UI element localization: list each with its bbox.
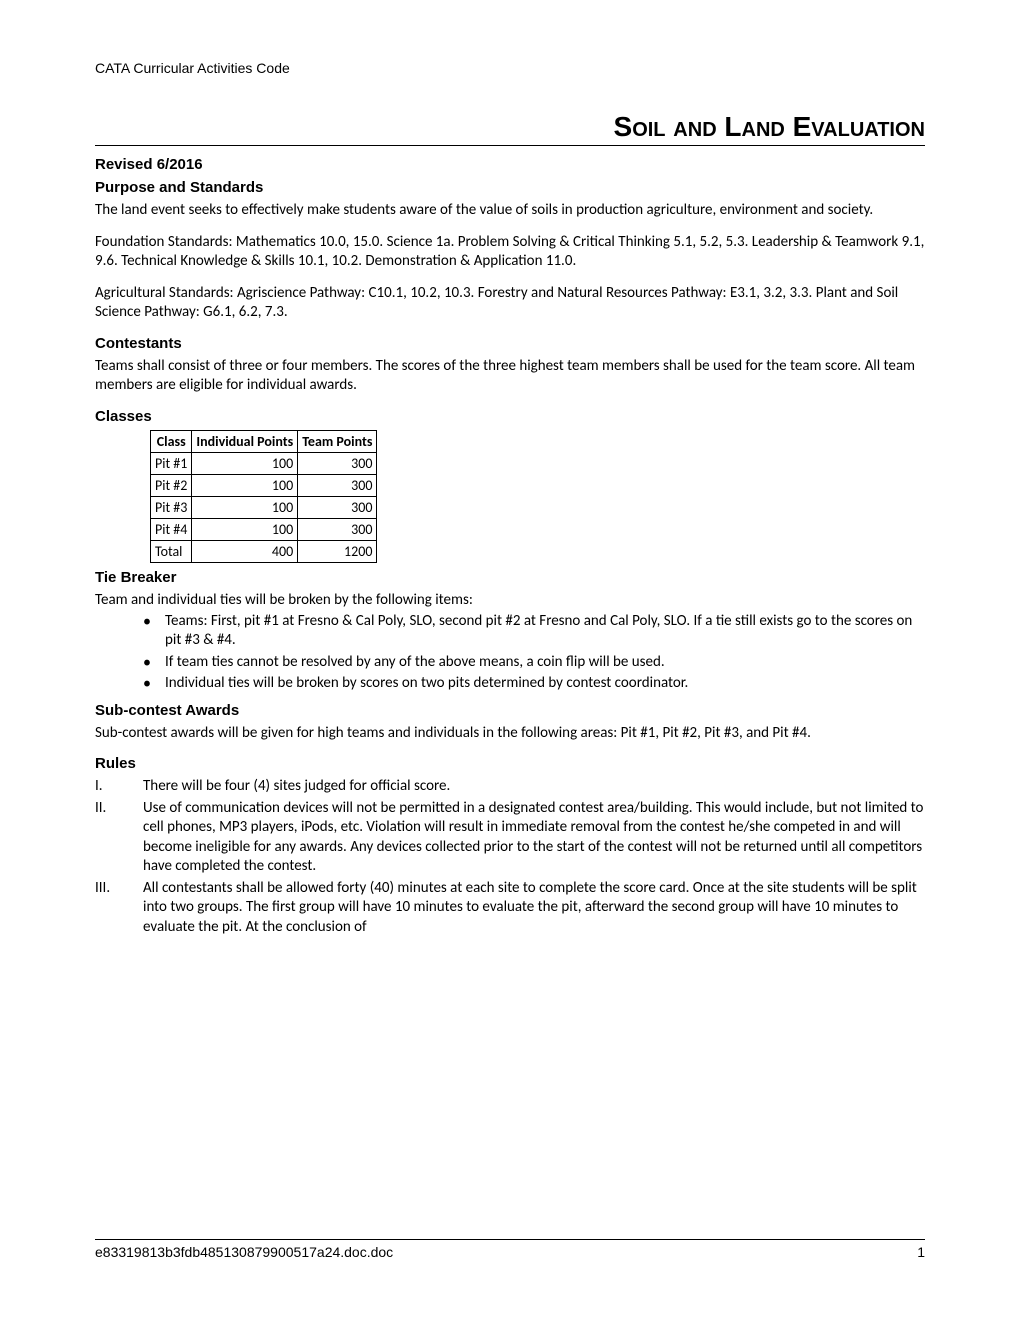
purpose-para2: Foundation Standards: Mathematics 10.0, …: [95, 233, 925, 272]
roman-numeral: III.: [95, 879, 143, 938]
purpose-heading: Purpose and Standards: [95, 179, 925, 196]
cell: Total: [151, 540, 192, 562]
list-item: Individual ties will be broken by scores…: [135, 674, 925, 694]
subcontest-heading: Sub-contest Awards: [95, 702, 925, 719]
cell: 300: [298, 452, 377, 474]
rule-text: There will be four (4) sites judged for …: [143, 777, 450, 797]
table-row: Total 400 1200: [151, 540, 377, 562]
subcontest-para: Sub-contest awards will be given for hig…: [95, 724, 925, 744]
rule-text: Use of communication devices will not be…: [143, 799, 925, 877]
purpose-para1: The land event seeks to effectively make…: [95, 201, 925, 221]
cell: Pit #3: [151, 496, 192, 518]
footer-filename: e83319813b3fdb485130879900517a24.doc.doc: [95, 1244, 393, 1260]
classes-heading: Classes: [95, 408, 925, 425]
list-item: II. Use of communication devices will no…: [95, 799, 925, 877]
page-title: Soil and Land Evaluation: [95, 111, 925, 146]
revised-heading: Revised 6/2016: [95, 156, 925, 173]
purpose-para3: Agricultural Standards: Agriscience Path…: [95, 284, 925, 323]
cell: 1200: [298, 540, 377, 562]
col-team: Team Points: [298, 430, 377, 452]
footer-page: 1: [917, 1244, 925, 1260]
cell: 100: [192, 518, 298, 540]
list-item: I. There will be four (4) sites judged f…: [95, 777, 925, 797]
cell: 100: [192, 496, 298, 518]
table-row: Pit #1 100 300: [151, 452, 377, 474]
cell: 400: [192, 540, 298, 562]
contestants-heading: Contestants: [95, 335, 925, 352]
rules-heading: Rules: [95, 755, 925, 772]
list-item: Teams: First, pit #1 at Fresno & Cal Pol…: [135, 612, 925, 651]
tiebreaker-heading: Tie Breaker: [95, 569, 925, 586]
list-item: If team ties cannot be resolved by any o…: [135, 653, 925, 673]
classes-table: Class Individual Points Team Points Pit …: [150, 430, 377, 563]
cell: Pit #4: [151, 518, 192, 540]
cell: 300: [298, 496, 377, 518]
table-row: Pit #2 100 300: [151, 474, 377, 496]
col-class: Class: [151, 430, 192, 452]
table-row: Pit #3 100 300: [151, 496, 377, 518]
cell: 100: [192, 474, 298, 496]
table-header-row: Class Individual Points Team Points: [151, 430, 377, 452]
rule-text: All contestants shall be allowed forty (…: [143, 879, 925, 938]
table-row: Pit #4 100 300: [151, 518, 377, 540]
footer: e83319813b3fdb485130879900517a24.doc.doc…: [95, 1239, 925, 1260]
list-item: III. All contestants shall be allowed fo…: [95, 879, 925, 938]
tiebreaker-intro: Team and individual ties will be broken …: [95, 591, 925, 609]
roman-numeral: I.: [95, 777, 143, 797]
rules-list: I. There will be four (4) sites judged f…: [95, 777, 925, 937]
contestants-para: Teams shall consist of three or four mem…: [95, 357, 925, 396]
cell: 100: [192, 452, 298, 474]
col-individual: Individual Points: [192, 430, 298, 452]
cell: 300: [298, 474, 377, 496]
cell: 300: [298, 518, 377, 540]
roman-numeral: II.: [95, 799, 143, 877]
cell: Pit #2: [151, 474, 192, 496]
document-header: CATA Curricular Activities Code: [95, 60, 925, 76]
tiebreaker-list: Teams: First, pit #1 at Fresno & Cal Pol…: [135, 612, 925, 694]
cell: Pit #1: [151, 452, 192, 474]
